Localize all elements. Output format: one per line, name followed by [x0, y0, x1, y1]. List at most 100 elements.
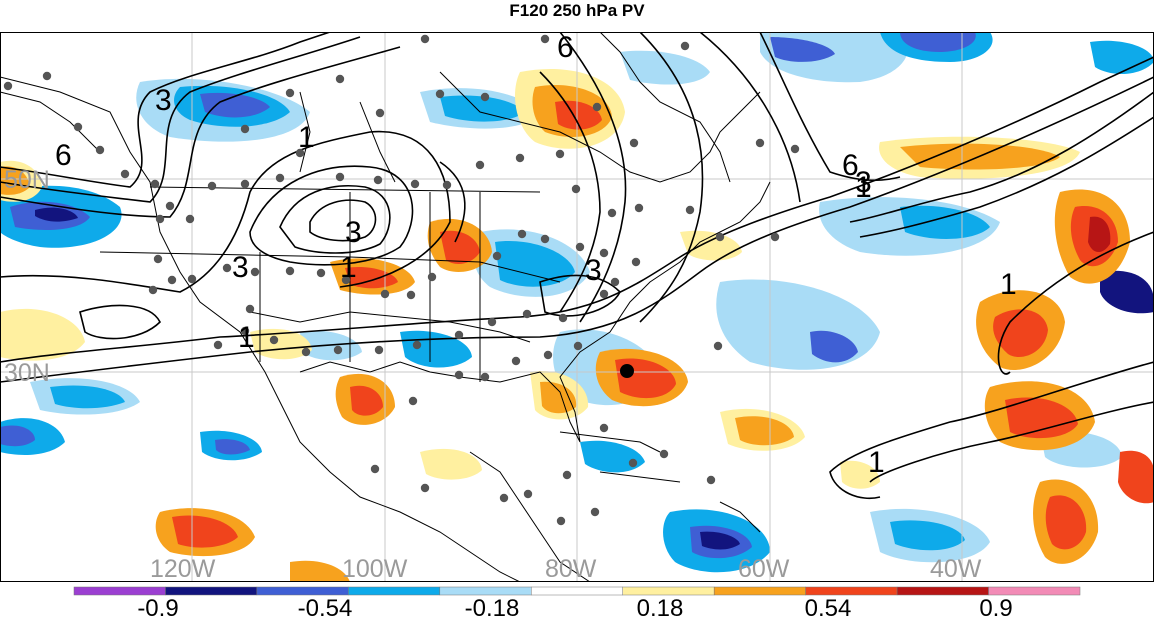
contour-label: 3 [855, 166, 872, 199]
station-dot [285, 266, 295, 276]
station-dot [245, 304, 255, 314]
station-dot [73, 122, 83, 132]
contour-label: 1 [340, 251, 357, 284]
station-dot [575, 242, 585, 252]
lon-label-120w: 120W [150, 555, 216, 582]
colorbar-tick-1: -0.54 [298, 595, 353, 619]
station-dot [213, 340, 223, 350]
station-dot [374, 345, 384, 355]
colorbar-tick-5: 0.9 [979, 595, 1012, 619]
station-dot [562, 470, 572, 480]
station-dot [3, 81, 13, 91]
colorbar-swatch [73, 586, 166, 596]
station-dot [42, 71, 52, 81]
station-dot [770, 232, 780, 242]
colorbar-swatch [531, 586, 623, 596]
station-dot [511, 356, 521, 366]
station-dot [680, 41, 690, 51]
station-dot [558, 313, 568, 323]
station-dot [148, 285, 158, 295]
contour-label: 1 [855, 171, 872, 204]
station-dot [515, 153, 525, 163]
station-dot [628, 458, 638, 468]
graticule [0, 32, 1154, 582]
station-dot [522, 309, 532, 319]
contour-label: 3 [155, 84, 172, 117]
station-dot [285, 88, 295, 98]
station-dot [165, 201, 175, 211]
station-dot [599, 423, 609, 433]
station-dot [316, 268, 326, 278]
colorbar-tick-2: -0.18 [465, 595, 520, 619]
station-dot [480, 372, 490, 382]
station-dot [442, 180, 452, 190]
lon-label-40w: 40W [930, 555, 982, 582]
station-dot [435, 89, 445, 99]
station-dot [370, 464, 380, 474]
station-dot [755, 138, 765, 148]
station-dots [3, 34, 800, 526]
station-dot [556, 516, 566, 526]
station-dot [207, 181, 217, 191]
station-dot [610, 277, 620, 287]
station-dot [571, 184, 581, 194]
colorbar-swatch [348, 586, 441, 596]
colorbar-swatch [256, 586, 349, 596]
station-dot [240, 124, 250, 134]
station-dot [269, 335, 279, 345]
station-dot [555, 149, 565, 159]
station-dot [487, 317, 497, 327]
colorbar-tick-0: -0.9 [137, 595, 178, 619]
lat-label-30n: 30N [4, 359, 50, 387]
station-dot [240, 326, 250, 336]
lat-label-50n: 50N [4, 166, 50, 194]
station-dot [480, 92, 490, 102]
station-dot [629, 138, 639, 148]
colorbar-tick-3: 0.18 [637, 595, 684, 619]
station-dot [120, 169, 130, 179]
contour-label: 6 [557, 32, 574, 64]
highlight-marker [620, 364, 634, 378]
station-dot [153, 254, 163, 264]
station-dot [427, 272, 437, 282]
station-dot [540, 234, 550, 244]
station-dot [380, 289, 390, 299]
contour-label: 6 [55, 139, 72, 172]
station-dot [706, 475, 716, 485]
contour-label: 6 [842, 149, 859, 182]
map-title: F120 250 hPa PV [509, 1, 645, 20]
pv-positive-anomalies [0, 68, 1154, 582]
station-dot [599, 289, 609, 299]
colorbar-swatch [805, 586, 898, 596]
lon-label-100w: 100W [342, 555, 408, 582]
station-dot [420, 483, 430, 493]
station-dot [634, 203, 644, 213]
station-dot [408, 396, 418, 406]
station-dot [295, 148, 305, 158]
station-dot [454, 370, 464, 380]
station-dot [240, 179, 250, 189]
station-dot [341, 275, 351, 285]
station-dot [410, 179, 420, 189]
station-dot [375, 108, 385, 118]
station-dot [715, 232, 725, 242]
colorbar-swatch [713, 586, 806, 596]
station-dot [250, 267, 260, 277]
station-dot [333, 345, 343, 355]
station-dot [659, 449, 669, 459]
station-dot [155, 214, 165, 224]
station-dot [420, 34, 430, 44]
colorbar-swatch [622, 586, 715, 596]
colorbar: -0.9 -0.54 -0.18 0.18 0.54 0.9 [73, 586, 1081, 619]
colorbar-swatch [439, 586, 532, 596]
colorbar-swatch [896, 586, 989, 596]
station-dot [150, 179, 160, 189]
contour-label: 3 [345, 216, 362, 249]
pv-contours [0, 32, 1154, 499]
station-dot [335, 172, 345, 182]
station-dot [592, 102, 602, 112]
station-dot [406, 290, 416, 300]
station-dot [454, 330, 464, 340]
grid-labels: 120W 100W 80W 60W 40W 50N 30N [4, 166, 982, 582]
